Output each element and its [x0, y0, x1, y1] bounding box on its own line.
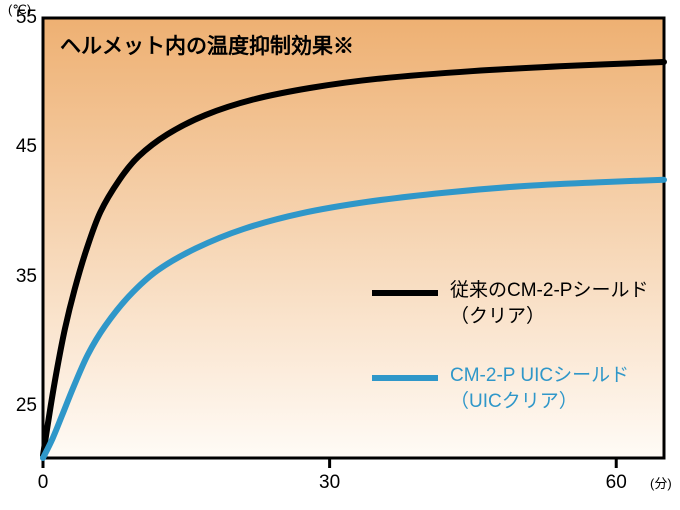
legend-swatch-conventional [372, 290, 438, 296]
y-tick-label: 35 [11, 266, 37, 288]
legend-label-conventional-line1: 従来のCM-2-Pシールド [450, 280, 648, 301]
x-tick-label: 30 [315, 472, 345, 494]
y-tick-label: 25 [11, 395, 37, 417]
legend-label-uic-line1: CM-2-P UICシールド [450, 365, 629, 386]
y-tick-label: 45 [11, 136, 37, 158]
y-tick-label: 55 [11, 7, 37, 29]
x-tick-label: 60 [601, 472, 631, 494]
legend-label-uic: CM-2-P UICシールド （UICクリア） [450, 363, 629, 414]
chart-title: ヘルメット内の温度抑制効果※ [60, 30, 354, 60]
legend-label-uic-line2: （UICクリア） [450, 391, 578, 412]
x-axis-unit-label: (分) [650, 473, 672, 492]
x-tick-label: 0 [28, 472, 58, 494]
legend-swatch-uic [372, 375, 438, 381]
chart-canvas [0, 0, 680, 510]
legend-label-conventional-line2: （クリア） [450, 306, 545, 327]
legend-label-conventional: 従来のCM-2-Pシールド （クリア） [450, 278, 648, 329]
